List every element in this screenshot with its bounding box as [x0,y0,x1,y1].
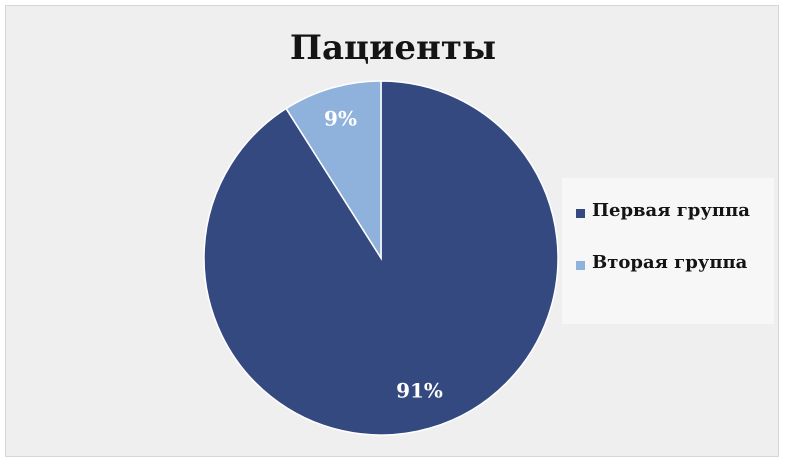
legend-label-first-group: Первая группа [592,200,750,221]
legend-item-first-group: Первая группа [562,200,774,252]
pie-slice-first-group [203,80,559,436]
legend: Первая группа Вторая группа [562,178,774,324]
pie-slice-second-group [285,80,382,261]
chart-title: Пациенты [289,28,497,68]
slice-label-first-group: 91% [396,379,443,403]
legend-label-second-group: Вторая группа [592,252,748,273]
pie-chart: 91% 9% [203,80,559,436]
legend-swatch-second-group [576,261,585,270]
slice-label-second-group: 9% [324,107,357,131]
legend-item-second-group: Вторая группа [562,252,774,304]
chart-area: Пациенты 91% 9% Первая группа Вторая груп… [5,5,779,457]
legend-swatch-first-group [576,209,585,218]
